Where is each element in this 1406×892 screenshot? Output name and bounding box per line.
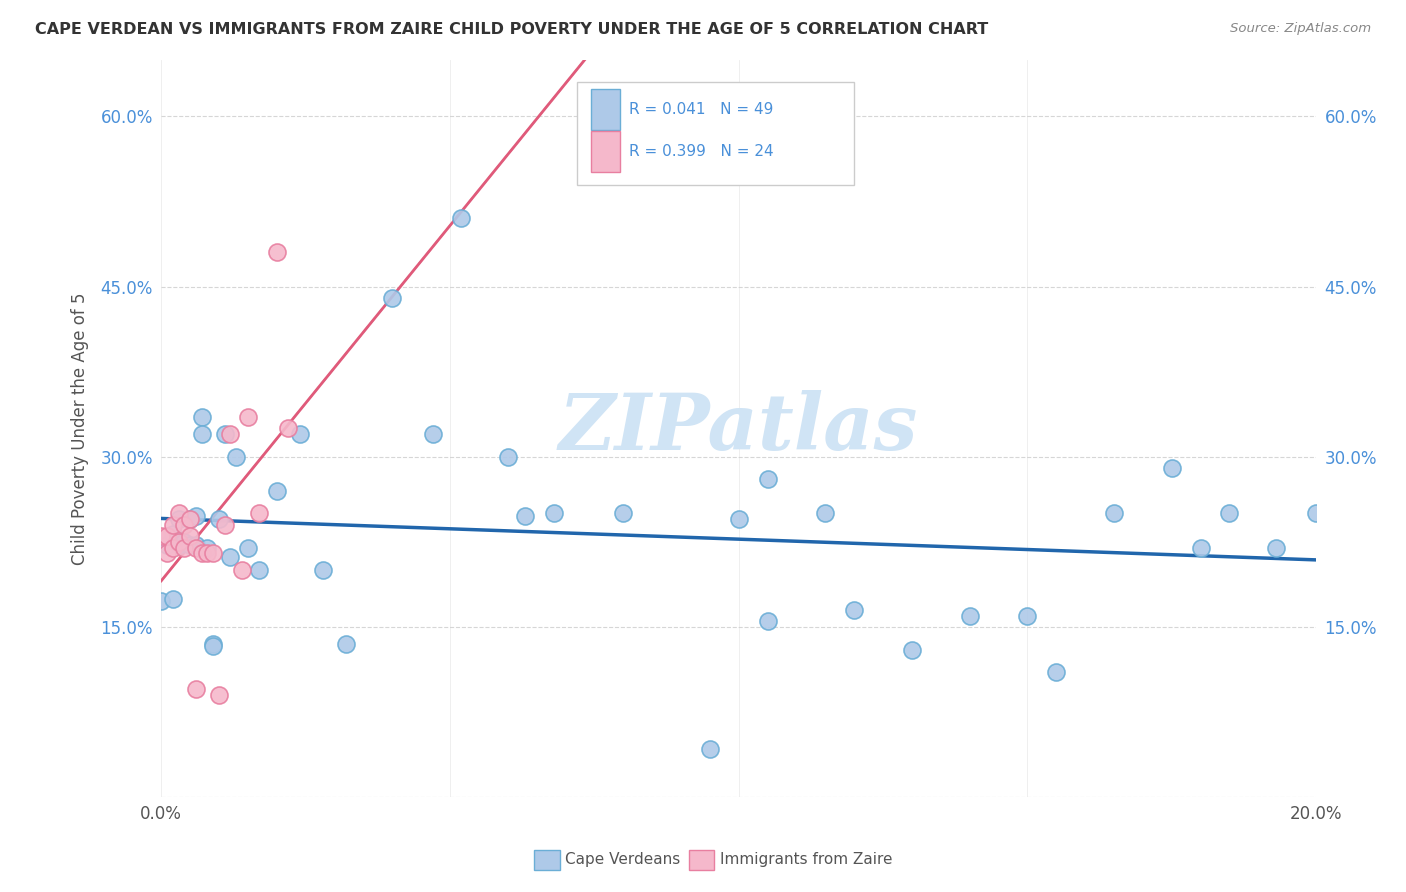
- Point: [756, 472, 779, 486]
- Text: Immigrants from Zaire: Immigrants from Zaire: [720, 853, 893, 867]
- Point: [1102, 507, 1125, 521]
- Point: [219, 549, 242, 564]
- Text: Cape Verdeans: Cape Verdeans: [565, 853, 681, 867]
- Point: [513, 508, 536, 523]
- Point: [288, 427, 311, 442]
- Point: [699, 742, 721, 756]
- Point: [162, 541, 184, 555]
- Point: [184, 541, 207, 555]
- Point: [231, 563, 253, 577]
- Point: [184, 538, 207, 552]
- Point: [202, 637, 225, 651]
- Point: [901, 642, 924, 657]
- Point: [184, 508, 207, 523]
- Point: [195, 541, 218, 555]
- Point: [612, 507, 634, 521]
- Point: [236, 410, 259, 425]
- Point: [173, 541, 195, 555]
- Text: Source: ZipAtlas.com: Source: ZipAtlas.com: [1230, 22, 1371, 36]
- Point: [543, 507, 565, 521]
- Point: [190, 427, 212, 442]
- Point: [179, 512, 201, 526]
- Point: [167, 534, 190, 549]
- Point: [150, 594, 173, 608]
- Point: [214, 427, 236, 442]
- Point: [156, 538, 179, 552]
- Point: [756, 614, 779, 628]
- Point: [202, 639, 225, 653]
- Point: [266, 483, 288, 498]
- Point: [959, 608, 981, 623]
- Point: [277, 421, 299, 435]
- Point: [167, 512, 190, 526]
- Point: [156, 546, 179, 560]
- Point: [219, 427, 242, 442]
- Point: [1264, 541, 1286, 555]
- Point: [814, 507, 837, 521]
- Point: [179, 512, 201, 526]
- Point: [162, 527, 184, 541]
- Point: [173, 534, 195, 549]
- Text: R = 0.399   N = 24: R = 0.399 N = 24: [628, 144, 773, 159]
- Text: R = 0.041   N = 49: R = 0.041 N = 49: [628, 102, 773, 117]
- Point: [167, 507, 190, 521]
- Point: [190, 546, 212, 560]
- Point: [335, 637, 357, 651]
- Point: [162, 591, 184, 606]
- Bar: [576, 82, 853, 185]
- Bar: [591, 89, 620, 129]
- Point: [156, 529, 179, 543]
- Point: [450, 211, 472, 226]
- Point: [1017, 608, 1039, 623]
- Point: [167, 538, 190, 552]
- Point: [162, 517, 184, 532]
- Point: [236, 541, 259, 555]
- Y-axis label: Child Poverty Under the Age of 5: Child Poverty Under the Age of 5: [72, 292, 89, 565]
- Point: [842, 603, 865, 617]
- Point: [1045, 665, 1067, 680]
- Point: [208, 688, 231, 702]
- Point: [202, 546, 225, 560]
- Point: [266, 245, 288, 260]
- Bar: [591, 131, 620, 171]
- Point: [381, 291, 404, 305]
- Point: [422, 427, 444, 442]
- Text: ZIPatlas: ZIPatlas: [560, 390, 918, 467]
- Point: [179, 538, 201, 552]
- Point: [1218, 507, 1240, 521]
- Point: [184, 682, 207, 697]
- Point: [214, 517, 236, 532]
- Point: [247, 507, 270, 521]
- Point: [208, 512, 231, 526]
- Text: CAPE VERDEAN VS IMMIGRANTS FROM ZAIRE CHILD POVERTY UNDER THE AGE OF 5 CORRELATI: CAPE VERDEAN VS IMMIGRANTS FROM ZAIRE CH…: [35, 22, 988, 37]
- Point: [1189, 541, 1212, 555]
- Point: [496, 450, 519, 464]
- Point: [225, 450, 247, 464]
- Point: [1305, 507, 1327, 521]
- Point: [195, 546, 218, 560]
- Point: [727, 512, 749, 526]
- Point: [1160, 461, 1182, 475]
- Point: [179, 529, 201, 543]
- Point: [247, 563, 270, 577]
- Point: [312, 563, 335, 577]
- Point: [173, 517, 195, 532]
- Point: [190, 410, 212, 425]
- Point: [150, 529, 173, 543]
